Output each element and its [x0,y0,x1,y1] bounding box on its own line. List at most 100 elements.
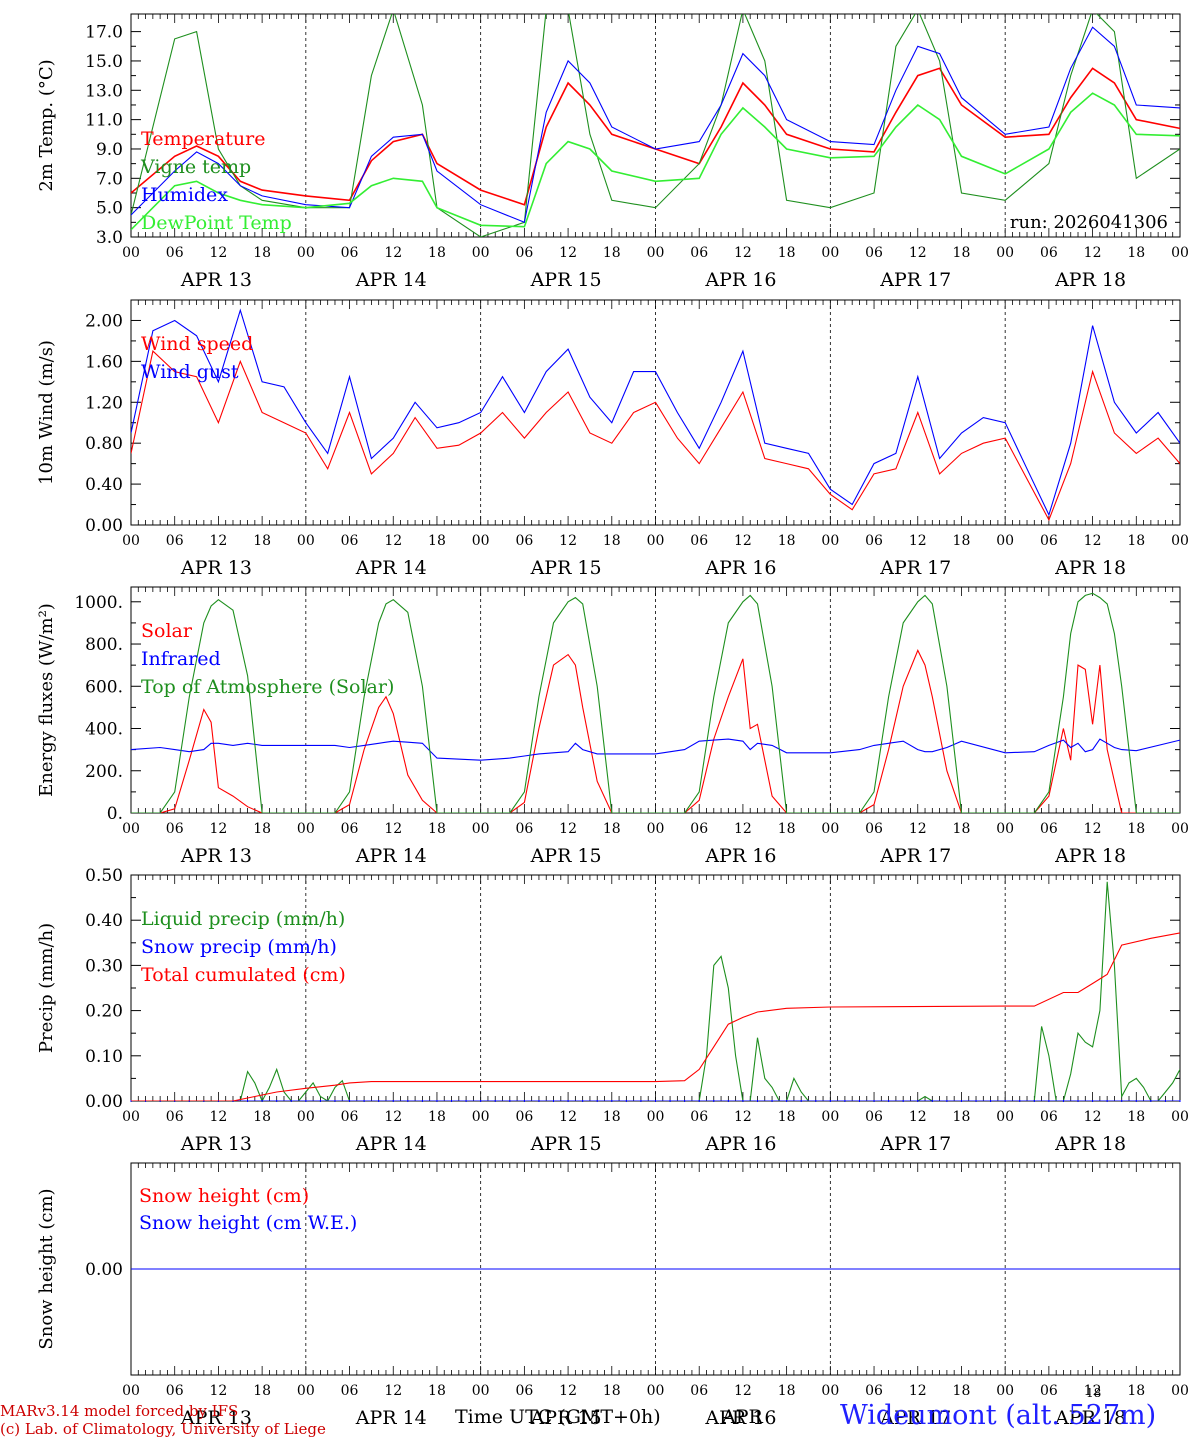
day-label: APR 15 [530,1407,602,1429]
x-tick-label: 00 [122,1109,140,1125]
x-tick-label: 00 [1171,245,1189,261]
plot-frame [130,299,1181,526]
x-tick-label: 00 [122,821,140,837]
x-tick-label: 00 [996,245,1014,261]
day-label: APR 14 [355,557,427,579]
x-tick-label: 18 [428,533,446,549]
x-tick-label: 12 [909,821,927,837]
x-tick-label: 00 [821,1383,839,1399]
x-tick-label: 00 [996,1109,1014,1125]
y-tick-label: 0.00 [85,1260,123,1280]
y-tick-label: 13.0 [85,81,123,101]
legend-entry: Solar [141,620,193,642]
x-tick-label: 12 [210,821,228,837]
x-tick-label: 00 [647,533,665,549]
x-tick-label: 12 [734,245,752,261]
x-tick-label: 00 [1171,821,1189,837]
lab-credit: (c) Lab. of Climatology, University of L… [0,1420,326,1438]
x-tick-label: 06 [690,1109,708,1125]
y-tick-label: 600. [85,677,123,697]
x-tick-label: 00 [821,533,839,549]
x-tick-label: 18 [953,533,971,549]
day-label: APR 18 [1054,845,1126,867]
x-tick-label: 00 [821,245,839,261]
day-label: APR 13 [180,1133,252,1155]
x-tick-label: 06 [690,1383,708,1399]
x-tick-label: 00 [821,821,839,837]
y-tick-label: 1.20 [85,393,123,413]
day-label: APR 18 [1054,1407,1126,1429]
legend-entry: Temperature [141,128,265,150]
x-tick-label: 00 [647,821,665,837]
day-label: APR 17 [879,1133,951,1155]
day-label: APR 15 [530,557,602,579]
day-label: APR 18 [1054,269,1126,291]
legend-entry: Wind speed [141,333,253,355]
day-label: APR 13 [180,1407,252,1429]
y-axis-label: Energy fluxes (W/m²) [36,603,57,797]
day-label: APR 14 [355,1407,427,1429]
x-tick-label: 12 [909,245,927,261]
x-tick-label: 18 [428,1109,446,1125]
y-axis-label: Precip (mm/h) [36,923,57,1053]
chart-panel-4: 00 06 12 18 00 06 12 18 00 06 12 18 00 06 12 18 00 06 12 18… [36,866,1189,1155]
x-tick-label: 12 [1084,245,1102,261]
x-tick-label: 00 [122,1383,140,1399]
x-tick-label: 00 [996,533,1014,549]
y-tick-label: 0.10 [85,1047,123,1067]
x-tick-label: 12 [734,533,752,549]
x-tick-label: 12 [384,245,402,261]
chart-panel-1: 00 06 12 18 00 06 12 18 00 06 12 18 00 06 12 18 00 06 12 18… [36,13,1189,291]
x-tick-label: 18 [603,821,621,837]
y-tick-label: 0.80 [85,434,123,454]
day-label: APR 16 [704,1133,776,1155]
x-tick-label: 06 [341,245,359,261]
x-tick-label: 00 [472,1109,490,1125]
legend-entry: Top of Atmosphere (Solar) [141,676,394,698]
x-tick-label: 06 [865,821,883,837]
x-tick-label: 18 [253,1109,271,1125]
x-tick-label: 00 [1171,1109,1189,1125]
y-axis-label: Snow height (cm) [36,1188,57,1349]
x-tick-label: 18 [603,245,621,261]
x-tick-label: 00 [472,821,490,837]
x-tick-label: 00 [1171,1383,1189,1399]
x-tick-label: 06 [166,1109,184,1125]
x-tick-label: 18 [778,245,796,261]
day-label: APR 16 [704,557,776,579]
x-tick-label: 00 [996,821,1014,837]
x-tick-label: 12 [909,533,927,549]
day-label: APR 13 [180,845,252,867]
x-tick-label: 12 [1084,1109,1102,1125]
series-wind-speed [131,350,1180,522]
series-liquid-precip-mm-h [131,881,1180,1101]
x-tick-label: 12 [210,1383,228,1399]
y-tick-label: 5.0 [96,199,123,219]
x-tick-label: 06 [1040,1383,1058,1399]
y-tick-label: 0.30 [85,956,123,976]
time-axis-label: Time UTC (GMT+0h) [455,1406,661,1428]
x-tick-label: 06 [865,533,883,549]
series-humidex [131,26,1180,224]
x-tick-label: 00 [647,245,665,261]
x-tick-label: 00 [996,1383,1014,1399]
x-tick-label: 06 [515,821,533,837]
x-tick-label: 00 [472,533,490,549]
y-axis-label: 2m Temp. (°C) [36,59,57,191]
x-tick-label: 18 [953,821,971,837]
small-tick-label: 18 [1086,1386,1102,1400]
x-tick-label: 06 [1040,245,1058,261]
x-tick-label: 18 [1127,821,1145,837]
series-solar [131,649,1180,813]
x-tick-label: 18 [953,1383,971,1399]
legend-entry: Snow height (cm) [139,1185,309,1207]
x-tick-label: 06 [341,1383,359,1399]
x-tick-label: 06 [515,533,533,549]
y-tick-label: 200. [85,762,123,782]
series-wind-gust [131,308,1180,517]
x-tick-label: 18 [953,245,971,261]
x-tick-label: 12 [210,533,228,549]
y-tick-label: 800. [85,635,123,655]
x-tick-label: 18 [253,245,271,261]
x-tick-label: 12 [734,821,752,837]
